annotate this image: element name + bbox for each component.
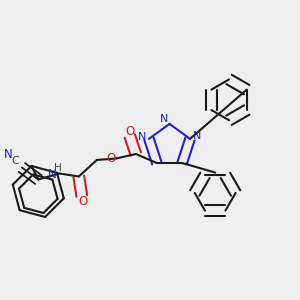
Text: O: O [125, 125, 134, 138]
Text: C: C [11, 157, 19, 166]
Text: N: N [47, 169, 56, 182]
Text: N: N [194, 131, 202, 141]
Text: N: N [138, 132, 146, 142]
Text: O: O [106, 152, 116, 165]
Text: H: H [54, 163, 62, 173]
Text: N: N [4, 148, 13, 161]
Text: O: O [79, 195, 88, 208]
Text: N: N [160, 114, 168, 124]
